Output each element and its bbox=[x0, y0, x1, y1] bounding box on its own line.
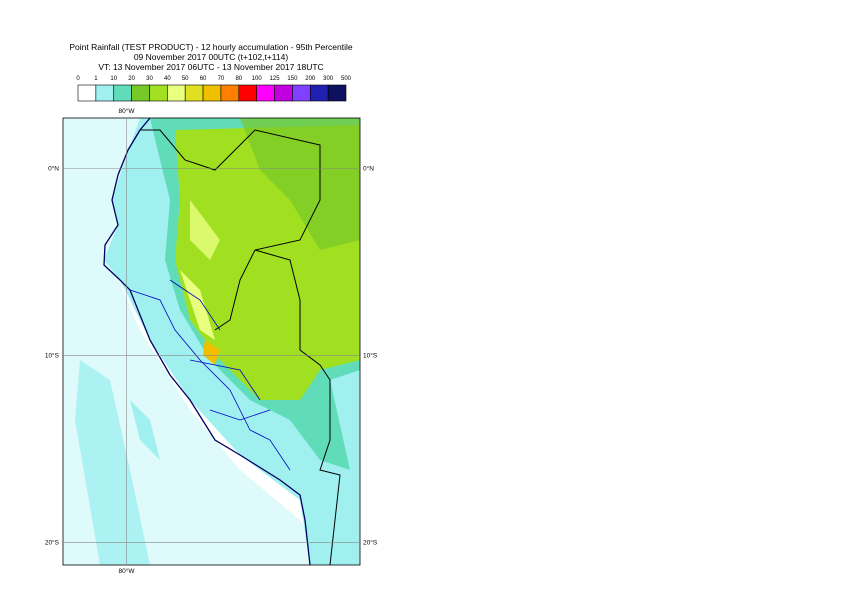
map-field bbox=[63, 118, 360, 565]
legend-swatch bbox=[184, 84, 204, 102]
legend: 0 1 10 20 30 40 50 60 70 80 100 125 150 200 300 500 bbox=[76, 76, 352, 102]
lat-label: 20°S bbox=[363, 539, 378, 547]
legend-swatch bbox=[274, 84, 293, 102]
legend-label: 40 bbox=[164, 76, 171, 82]
legend-label: 300 bbox=[323, 76, 334, 82]
graticule: 80°W 80°W 0°N 0°N 10°S 10°S 20°S 20°S bbox=[45, 107, 378, 575]
legend-label: 125 bbox=[270, 76, 281, 82]
legend-swatch bbox=[309, 84, 329, 102]
lat-label: 10°S bbox=[45, 352, 60, 360]
lat-label: 0°N bbox=[363, 164, 374, 172]
legend-label: 0 bbox=[76, 76, 80, 82]
legend-swatch bbox=[149, 84, 168, 102]
legend-label: 150 bbox=[287, 76, 298, 82]
title-line: VT: 13 November 2017 06UTC - 13 November… bbox=[98, 62, 323, 72]
legend-label: 100 bbox=[252, 76, 263, 82]
legend-swatch bbox=[131, 84, 150, 102]
legend-swatch bbox=[167, 84, 186, 102]
lon-label: 80°W bbox=[119, 567, 136, 575]
legend-label: 60 bbox=[200, 76, 207, 82]
legend-label: 70 bbox=[218, 76, 225, 82]
legend-swatch bbox=[292, 84, 311, 102]
legend-swatch bbox=[202, 84, 222, 102]
legend-label: 500 bbox=[341, 76, 352, 82]
legend-swatch bbox=[238, 84, 257, 102]
title-line: 09 November 2017 00UTC (t+102,t+114) bbox=[134, 52, 289, 62]
map-frame bbox=[62, 117, 361, 566]
legend-swatch bbox=[256, 84, 275, 102]
title-block: Point Rainfall (TEST PRODUCT) - 12 hourl… bbox=[69, 42, 353, 72]
legend-label: 20 bbox=[128, 76, 135, 82]
lat-label: 0°N bbox=[48, 164, 59, 172]
legend-swatch bbox=[220, 84, 240, 102]
lon-label: 80°W bbox=[119, 107, 136, 115]
legend-swatch bbox=[95, 84, 115, 102]
legend-swatch bbox=[113, 84, 132, 102]
legend-swatch bbox=[327, 84, 347, 102]
legend-label: 1 bbox=[94, 76, 98, 82]
title-line: Point Rainfall (TEST PRODUCT) - 12 hourl… bbox=[69, 42, 353, 52]
legend-label: 50 bbox=[182, 76, 189, 82]
legend-label: 10 bbox=[110, 76, 117, 82]
legend-label: 80 bbox=[235, 76, 242, 82]
legend-swatch bbox=[77, 84, 97, 102]
lat-label: 20°S bbox=[45, 539, 60, 547]
lat-label: 10°S bbox=[363, 352, 378, 360]
legend-label: 200 bbox=[305, 76, 316, 82]
legend-label: 30 bbox=[146, 76, 153, 82]
